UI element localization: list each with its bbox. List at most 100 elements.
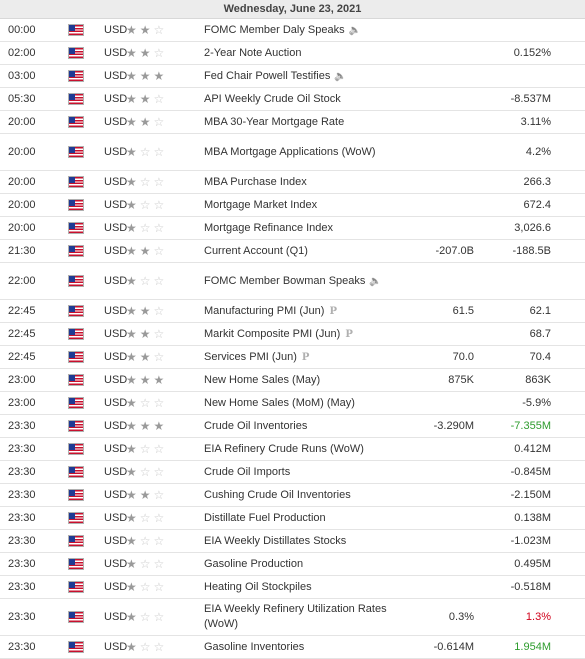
star-empty-icon: ☆ xyxy=(139,175,151,189)
event-name[interactable]: Markit Composite PMI (Jun) xyxy=(204,327,341,340)
event-time: 23:30 xyxy=(8,558,36,570)
event-row[interactable]: 22:45 USD ★ ★ ☆ Markit Composite PMI (Jun) P 68… xyxy=(0,323,585,346)
event-name[interactable]: FOMC Member Daly Speaks xyxy=(204,23,345,36)
event-name[interactable]: Fed Chair Powell Testifies xyxy=(204,69,331,82)
star-filled-icon: ★ xyxy=(126,396,137,410)
event-name[interactable]: Crude Oil Imports xyxy=(204,465,291,478)
event-row[interactable]: 23:30 USD ★ ☆ ☆ EIA Weekly Distillates Stocks… xyxy=(0,530,585,553)
event-row[interactable]: 23:00 USD ★ ☆ ☆ New Home Sales (MoM) (May) -5.… xyxy=(0,392,585,415)
event-previous: 4.2% xyxy=(525,146,551,158)
event-name[interactable]: Crude Oil Inventories xyxy=(204,419,308,432)
event-row[interactable]: 21:30 USD ★ ★ ☆ Current Account (Q1) -207.0B -1… xyxy=(0,240,585,263)
star-filled-icon: ★ xyxy=(153,69,165,83)
impact-rating: ★ ★ ☆ xyxy=(124,328,202,340)
impact-rating: ★ ☆ ☆ xyxy=(124,512,202,524)
event-name[interactable]: 2-Year Note Auction xyxy=(204,46,302,59)
event-row[interactable]: 23:30 USD ★ ★ ★ Crude Oil Inventories -3.290M -… xyxy=(0,415,585,438)
star-filled-icon: ★ xyxy=(139,488,151,502)
event-actual: -207.0B xyxy=(435,245,474,257)
event-row[interactable]: 20:00 USD ★ ☆ ☆ MBA Purchase Index 266.3 xyxy=(0,171,585,194)
star-empty-icon: ☆ xyxy=(153,274,165,288)
event-name[interactable]: New Home Sales (MoM) (May) xyxy=(204,396,355,409)
event-name[interactable]: Gasoline Inventories xyxy=(204,640,305,653)
event-name[interactable]: New Home Sales (May) xyxy=(204,373,321,386)
event-row[interactable]: 05:30 USD ★ ★ ☆ API Weekly Crude Oil Stock -8.… xyxy=(0,88,585,111)
event-row[interactable]: 23:30 USD ★ ☆ ☆ Gasoline Inventories -0.614M 1.… xyxy=(0,636,585,659)
flag-cell xyxy=(60,512,86,524)
star-filled-icon: ★ xyxy=(153,419,165,433)
event-name-cell: Heating Oil Stockpiles xyxy=(202,580,412,595)
event-previous: -1.023M xyxy=(510,535,551,547)
flag-cell xyxy=(60,489,86,501)
event-name[interactable]: Gasoline Production xyxy=(204,557,304,570)
event-row[interactable]: 22:00 USD ★ ☆ ☆ FOMC Member Bowman Speaks 🔈 xyxy=(0,263,585,300)
event-previous: 863K xyxy=(525,374,551,386)
event-name-cell: Cushing Crude Oil Inventories xyxy=(202,488,412,503)
event-currency: USD xyxy=(104,70,128,82)
star-filled-icon: ★ xyxy=(126,46,137,60)
event-actual: 61.5 xyxy=(452,305,474,317)
impact-rating: ★ ★ ☆ xyxy=(124,24,202,36)
event-name[interactable]: EIA Refinery Crude Runs (WoW) xyxy=(204,442,364,455)
star-filled-icon: ★ xyxy=(126,465,137,479)
event-row[interactable]: 20:00 USD ★ ★ ☆ MBA 30-Year Mortgage Rate 3.11… xyxy=(0,111,585,134)
star-empty-icon: ☆ xyxy=(153,92,165,106)
event-name[interactable]: Manufacturing PMI (Jun) xyxy=(204,304,325,317)
event-name-cell: EIA Refinery Crude Runs (WoW) xyxy=(202,442,412,457)
flag-cell xyxy=(60,641,86,653)
us-flag-icon xyxy=(68,146,84,158)
star-filled-icon: ★ xyxy=(139,46,151,60)
event-row[interactable]: 23:30 USD ★ ☆ ☆ Gasoline Production 0.495M xyxy=(0,553,585,576)
event-name[interactable]: Cushing Crude Oil Inventories xyxy=(204,488,351,501)
star-empty-icon: ☆ xyxy=(139,640,151,654)
star-filled-icon: ★ xyxy=(126,610,137,624)
us-flag-icon xyxy=(68,222,84,234)
event-name[interactable]: Mortgage Market Index xyxy=(204,198,318,211)
event-row[interactable]: 23:30 USD ★ ☆ ☆ Distillate Fuel Production 0.1… xyxy=(0,507,585,530)
event-row[interactable]: 23:30 USD ★ ☆ ☆ EIA Weekly Refinery Utilizati… xyxy=(0,599,585,636)
event-row[interactable]: 02:00 USD ★ ★ ☆ 2-Year Note Auction 0.152% xyxy=(0,42,585,65)
event-currency: USD xyxy=(104,641,128,653)
event-row[interactable]: 00:00 USD ★ ★ ☆ FOMC Member Daly Speaks 🔈 xyxy=(0,19,585,42)
event-row[interactable]: 22:45 USD ★ ★ ☆ Services PMI (Jun) P 70.0 70.4 xyxy=(0,346,585,369)
event-name[interactable]: Mortgage Refinance Index xyxy=(204,221,334,234)
event-row[interactable]: 23:30 USD ★ ☆ ☆ Crude Oil Imports -0.845M xyxy=(0,461,585,484)
us-flag-icon xyxy=(68,116,84,128)
event-name[interactable]: Heating Oil Stockpiles xyxy=(204,580,312,593)
event-name[interactable]: Current Account (Q1) xyxy=(204,244,308,257)
event-name-cell: FOMC Member Bowman Speaks 🔈 xyxy=(202,274,412,289)
event-previous: 70.4 xyxy=(529,351,551,363)
event-name[interactable]: FOMC Member Bowman Speaks xyxy=(204,274,366,287)
star-filled-icon: ★ xyxy=(126,175,137,189)
event-name[interactable]: Distillate Fuel Production xyxy=(204,511,326,524)
preliminary-icon: P xyxy=(301,351,310,363)
event-time: 20:00 xyxy=(8,146,36,158)
event-name[interactable]: MBA Mortgage Applications (WoW) xyxy=(204,145,376,158)
event-name[interactable]: EIA Weekly Refinery Utilization Rates (W… xyxy=(204,603,387,630)
event-previous: -0.518M xyxy=(510,581,551,593)
star-empty-icon: ☆ xyxy=(153,557,165,571)
event-row[interactable]: 23:30 USD ★ ☆ ☆ EIA Refinery Crude Runs (WoW)… xyxy=(0,438,585,461)
event-row[interactable]: 20:00 USD ★ ☆ ☆ MBA Mortgage Applications (Wo… xyxy=(0,134,585,171)
event-time: 23:30 xyxy=(8,581,36,593)
event-currency: USD xyxy=(104,489,128,501)
event-row[interactable]: 20:00 USD ★ ☆ ☆ Mortgage Market Index 672.4 xyxy=(0,194,585,217)
event-row[interactable]: 20:00 USD ★ ☆ ☆ Mortgage Refinance Index 3,026… xyxy=(0,217,585,240)
event-name[interactable]: API Weekly Crude Oil Stock xyxy=(204,92,341,105)
impact-rating: ★ ★ ☆ xyxy=(124,305,202,317)
event-row[interactable]: 23:30 USD ★ ★ ☆ Cushing Crude Oil Inventories… xyxy=(0,484,585,507)
event-name[interactable]: EIA Weekly Distillates Stocks xyxy=(204,534,347,547)
event-row[interactable]: 22:45 USD ★ ★ ☆ Manufacturing PMI (Jun) P 61.5 6… xyxy=(0,300,585,323)
star-empty-icon: ☆ xyxy=(153,396,165,410)
event-row[interactable]: 03:00 USD ★ ★ ★ Fed Chair Powell Testifies 🔈 xyxy=(0,65,585,88)
event-row[interactable]: 23:30 USD ★ ☆ ☆ Heating Oil Stockpiles -0.518M xyxy=(0,576,585,599)
flag-cell xyxy=(60,222,86,234)
flag-cell xyxy=(60,146,86,158)
event-name[interactable]: MBA 30-Year Mortgage Rate xyxy=(204,115,345,128)
event-time: 22:45 xyxy=(8,328,36,340)
flag-cell xyxy=(60,305,86,317)
event-name[interactable]: Services PMI (Jun) xyxy=(204,350,297,363)
event-time: 22:45 xyxy=(8,305,36,317)
event-name[interactable]: MBA Purchase Index xyxy=(204,175,307,188)
event-row[interactable]: 23:00 USD ★ ★ ★ New Home Sales (May) 875K 863K xyxy=(0,369,585,392)
